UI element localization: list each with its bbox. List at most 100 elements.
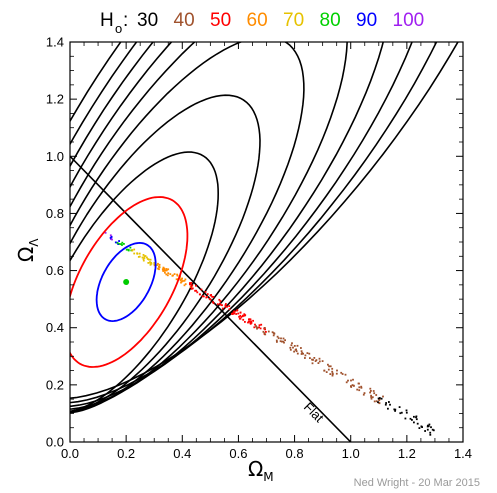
scatter-point: [250, 320, 252, 323]
scatter-point: [153, 264, 156, 267]
scatter-point: [314, 360, 317, 362]
scatter-point: [394, 408, 397, 411]
y-tick-label: 1.0: [46, 149, 64, 164]
legend-entry-30: 30: [137, 10, 158, 31]
scatter-point: [415, 416, 417, 419]
scatter-point: [166, 274, 169, 277]
scatter-point: [370, 396, 373, 399]
scatter-point: [282, 337, 285, 340]
scatter-point: [147, 262, 150, 264]
scatter-point: [293, 350, 295, 353]
scatter-point: [311, 362, 314, 365]
scatter-point: [164, 271, 166, 274]
scatter-point: [123, 243, 125, 245]
scatter-point: [226, 305, 228, 308]
y-tick-label: 0.8: [46, 206, 64, 221]
scatter-point: [206, 293, 209, 295]
scatter-point: [258, 324, 261, 327]
scatter-point: [291, 342, 293, 345]
scatter-point: [191, 284, 193, 287]
legend-entry-70: 70: [283, 10, 304, 31]
scatter-point: [138, 255, 141, 258]
scatter-point: [300, 350, 303, 353]
scatter-point: [375, 400, 378, 403]
legend-prefix-sub: o: [115, 21, 122, 36]
x-tick-label: 0.4: [173, 446, 191, 461]
scatter-point: [248, 318, 251, 321]
scatter-point: [169, 273, 172, 275]
scatter-point: [238, 315, 240, 318]
scatter-point: [176, 273, 178, 276]
scatter-point: [133, 252, 136, 255]
scatter-point: [304, 357, 306, 359]
scatter-point: [221, 304, 223, 307]
scatter-point: [111, 238, 113, 241]
scatter-point: [198, 293, 201, 296]
plot-area: [70, 42, 459, 442]
scatter-point: [171, 274, 174, 277]
scatter-point: [202, 295, 205, 298]
scatter-point: [162, 270, 164, 272]
scatter-point: [143, 255, 146, 258]
scatter-point: [233, 312, 236, 315]
scatter-point: [331, 374, 334, 377]
scatter-point: [189, 283, 192, 286]
scatter-point: [416, 422, 419, 425]
scatter-point: [301, 352, 303, 354]
scatter-point: [237, 312, 240, 315]
scatter-point: [131, 249, 134, 251]
scatter-point: [378, 399, 380, 402]
x-tick-label: 0.2: [117, 446, 135, 461]
scatter-point: [295, 348, 297, 351]
scatter-point: [431, 428, 434, 431]
scatter-point: [120, 243, 123, 246]
scatter-point: [384, 403, 387, 406]
scatter-point: [362, 393, 365, 396]
scatter-point: [228, 308, 231, 311]
scatter-point: [281, 340, 283, 343]
x-tick-label: 0.0: [61, 446, 79, 461]
scatter-point: [399, 412, 402, 415]
scatter-point: [219, 300, 222, 302]
scatter-point: [345, 381, 348, 384]
scatter-point: [329, 373, 332, 375]
scatter-point: [347, 379, 349, 382]
scatter-point: [296, 352, 299, 355]
scatter-point: [144, 255, 147, 257]
scatter-point: [176, 274, 179, 277]
scatter-point: [394, 410, 396, 412]
scatter-point: [228, 305, 231, 307]
scatter-point: [175, 278, 178, 281]
scatter-point: [263, 327, 266, 329]
scatter-point: [273, 332, 276, 335]
scatter-point: [225, 303, 227, 305]
scatter-point: [221, 307, 224, 310]
scatter-point: [235, 313, 238, 315]
scatter-point: [272, 334, 275, 337]
scatter-point: [157, 262, 159, 265]
scatter-point: [306, 352, 309, 354]
scatter-point: [189, 282, 191, 284]
scatter-point: [329, 365, 332, 368]
scatter-point: [149, 258, 152, 261]
scatter-point: [211, 295, 213, 298]
y-tick-label: 0.2: [46, 377, 64, 392]
scatter-point: [369, 391, 371, 394]
scatter-point: [137, 256, 140, 258]
scatter-point: [236, 309, 239, 312]
scatter-point: [341, 373, 344, 375]
scatter-point: [358, 386, 361, 389]
legend-entry-40: 40: [174, 10, 195, 31]
scatter-point: [276, 341, 278, 343]
scatter-point: [323, 369, 326, 372]
contour-black-6: [70, 42, 413, 408]
scatter-point: [393, 408, 396, 411]
scatter-point: [424, 430, 426, 432]
scatter-point: [212, 296, 215, 298]
scatter-point: [224, 305, 227, 308]
contour-black-1: [70, 151, 220, 413]
scatter-point: [264, 328, 266, 331]
scatter-point: [426, 428, 429, 431]
scatter-point: [190, 282, 193, 284]
scatter-point: [243, 314, 246, 317]
